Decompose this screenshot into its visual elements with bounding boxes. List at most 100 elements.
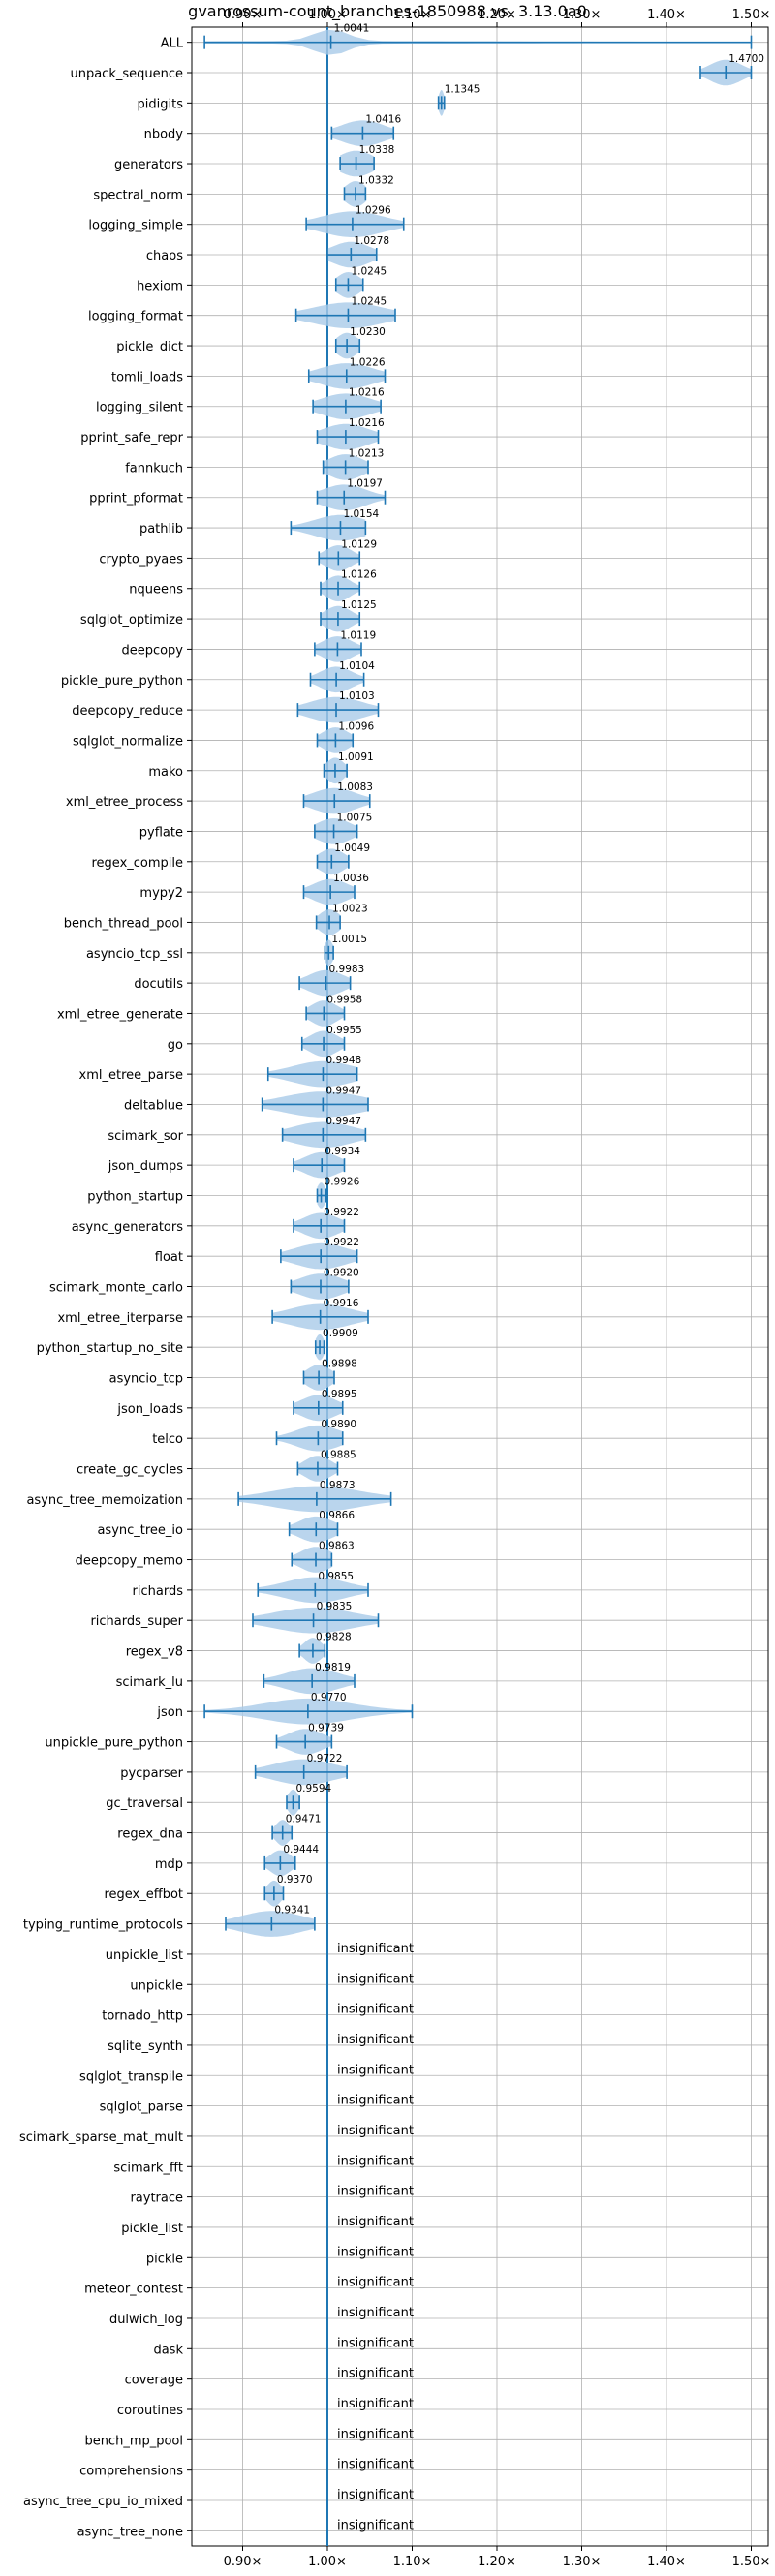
mean-data-label: 1.0338 — [359, 144, 395, 156]
mean-data-label: 0.9739 — [308, 1723, 344, 1734]
y-tick-label: regex_v8 — [126, 1645, 183, 1660]
y-tick-label: pyflate — [140, 825, 183, 840]
mean-data-label: 0.9958 — [326, 994, 362, 1005]
y-tick-label: sqlglot_normalize — [73, 734, 183, 749]
y-tick-label: raytrace — [130, 2192, 183, 2206]
y-tick-label: async_tree_cpu_io_mixed — [23, 2495, 183, 2509]
y-tick-label: coverage — [125, 2374, 183, 2388]
mean-data-label: 0.9898 — [322, 1359, 357, 1370]
y-tick-label: pprint_pformat — [89, 492, 183, 506]
y-tick-label: async_generators — [72, 1220, 184, 1235]
mean-data-label: 1.0096 — [338, 721, 374, 732]
mean-data-label: 0.9955 — [326, 1025, 362, 1036]
y-tick-label: json_loads — [116, 1402, 183, 1417]
y-tick-label: pycparser — [120, 1766, 183, 1781]
mean-data-label: 1.0245 — [351, 265, 387, 277]
y-tick-label: tornado_http — [102, 2009, 183, 2024]
y-tick-label: unpickle — [130, 1978, 183, 1993]
mean-data-label: 1.0296 — [356, 205, 391, 217]
mean-data-label: 1.0075 — [337, 812, 373, 823]
mean-data-label: 0.9890 — [321, 1419, 356, 1430]
y-tick-label: dulwich_log — [109, 2313, 183, 2327]
x-tick-label-bottom: 1.20× — [478, 2555, 516, 2569]
y-tick-label: scimark_lu — [116, 1675, 183, 1690]
mean-data-label: 1.0049 — [334, 843, 370, 854]
insignificant-label: insignificant — [337, 2033, 414, 2047]
y-tick-label: regex_effbot — [104, 1887, 183, 1902]
y-tick-label: unpickle_list — [106, 1948, 183, 1963]
y-tick-label: xml_etree_generate — [57, 1007, 183, 1022]
x-tick-label-bottom: 1.00× — [308, 2555, 347, 2569]
y-tick-label: pickle_list — [121, 2222, 183, 2236]
y-tick-label: async_tree_io — [97, 1523, 183, 1538]
mean-data-label: 1.0091 — [338, 751, 374, 763]
y-tick-label: unpack_sequence — [70, 67, 183, 81]
insignificant-label: insignificant — [337, 1942, 414, 1956]
mean-data-label: 0.9835 — [317, 1601, 353, 1612]
mean-data-label: 0.9947 — [326, 1085, 361, 1096]
y-tick-label: richards — [133, 1584, 184, 1599]
y-tick-label: float — [155, 1250, 183, 1265]
y-tick-label: richards_super — [90, 1614, 183, 1629]
x-tick-label-bottom: 1.30× — [563, 2555, 602, 2569]
mean-data-label: 1.0197 — [347, 478, 383, 490]
insignificant-label: insignificant — [337, 2276, 414, 2290]
y-tick-label: gc_traversal — [106, 1796, 183, 1811]
insignificant-label: insignificant — [337, 2094, 414, 2108]
mean-data-label: 0.9863 — [319, 1541, 355, 1552]
y-tick-label: telco — [152, 1432, 183, 1447]
y-tick-label: generators — [114, 158, 183, 172]
y-tick-label: deepcopy — [121, 643, 183, 658]
y-tick-label: logging_simple — [88, 219, 183, 233]
mean-data-label: 1.0154 — [343, 508, 379, 520]
insignificant-label: insignificant — [337, 2427, 414, 2441]
x-tick-label-top: 1.00× — [308, 8, 347, 22]
insignificant-label: insignificant — [337, 2003, 414, 2017]
mean-data-label: 0.9828 — [316, 1632, 352, 1643]
insignificant-label: insignificant — [337, 2336, 414, 2350]
y-tick-label: json — [156, 1705, 183, 1720]
insignificant-label: insignificant — [337, 2488, 414, 2502]
mean-data-label: 0.9819 — [315, 1662, 351, 1673]
mean-data-label: 1.0126 — [341, 569, 377, 581]
mean-data-label: 0.9922 — [324, 1237, 359, 1248]
mean-data-label: 0.9947 — [326, 1116, 361, 1127]
mean-data-label: 0.9916 — [324, 1298, 359, 1309]
mean-data-label: 0.9909 — [323, 1328, 358, 1339]
mean-data-label: 1.0226 — [350, 356, 386, 368]
mean-data-label: 0.9926 — [325, 1176, 360, 1187]
y-tick-label: mako — [148, 765, 183, 780]
mean-data-label: 0.9855 — [318, 1571, 354, 1582]
chart-title: gvanrossum-count_branches-1850988 vs. 3.… — [188, 2, 587, 20]
y-tick-label: json_dumps — [108, 1159, 183, 1174]
insignificant-label: insignificant — [337, 2215, 414, 2229]
y-tick-label: pidigits — [138, 97, 184, 111]
insignificant-label: insignificant — [337, 2124, 414, 2138]
mean-data-label: 1.0216 — [349, 387, 385, 399]
mean-data-label: 1.0104 — [339, 660, 375, 672]
insignificant-label: insignificant — [337, 2306, 414, 2320]
y-tick-label: scimark_sparse_mat_mult — [19, 2131, 183, 2145]
x-tick-label-top: 1.30× — [563, 8, 602, 22]
y-tick-label: pprint_safe_repr — [80, 431, 183, 445]
mean-data-label: 0.9922 — [324, 1207, 359, 1218]
y-tick-label: bench_thread_pool — [64, 916, 183, 931]
insignificant-label: insignificant — [337, 2063, 414, 2077]
insignificant-label: insignificant — [337, 2185, 414, 2199]
mean-data-label: 1.0083 — [337, 782, 373, 793]
y-tick-label: logging_format — [88, 310, 183, 324]
y-tick-label: mypy2 — [140, 886, 183, 901]
x-tick-label-top: 1.20× — [478, 8, 516, 22]
y-tick-label: sqlglot_transpile — [79, 2070, 183, 2084]
y-tick-label: logging_silent — [96, 401, 183, 415]
y-tick-label: create_gc_cycles — [77, 1463, 183, 1478]
mean-data-label: 1.0015 — [331, 934, 367, 945]
mean-data-label: 0.9341 — [274, 1905, 310, 1917]
y-tick-label: asyncio_tcp — [109, 1372, 183, 1387]
mean-data-label: 1.0036 — [333, 873, 369, 884]
mean-data-label: 1.0216 — [349, 417, 385, 429]
insignificant-label: insignificant — [337, 2245, 414, 2259]
x-tick-label-bottom: 1.50× — [732, 2555, 771, 2569]
mean-data-label: 0.9370 — [277, 1874, 313, 1886]
